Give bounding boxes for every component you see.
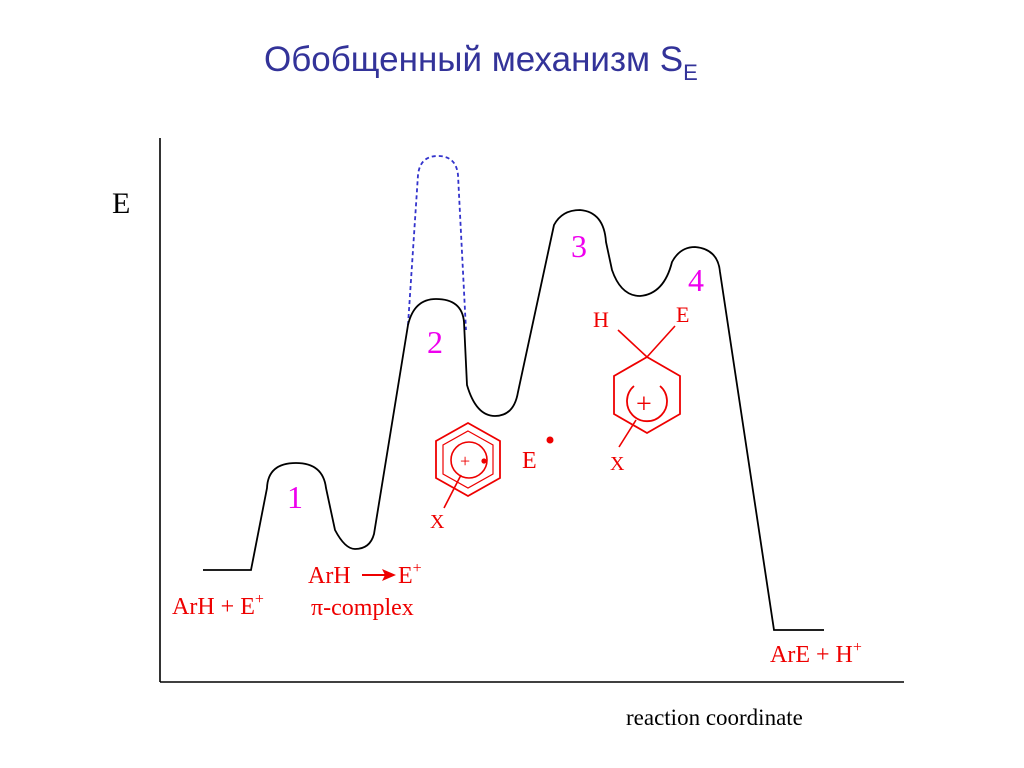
benzene-ring-outer [435,421,501,498]
x-axis-label: reaction coordinate [626,705,803,730]
products-label: ArE + H+ [770,639,862,668]
x-bond [618,419,637,448]
electrophile-radical-dot-icon [546,436,554,444]
substituent-bond [443,474,462,509]
radical-pair-electrophile: E [522,448,537,474]
ring-circle [450,441,488,479]
reactants-text: ArH + E [172,594,255,620]
h-bond [617,329,648,358]
products-text: ArE + H [770,642,853,668]
pi-symbol: π [311,595,323,621]
title-main: Обобщенный механизм S [264,40,683,79]
y-axis-label: E [112,187,130,220]
ts-label-2: 2 [427,324,443,360]
axes [159,138,904,683]
benzene-ring-inner [442,430,494,489]
slide-title: Обобщенный механизм SE [264,40,698,85]
delocalization-arc [626,385,668,423]
radical-dot-icon [481,458,487,464]
radical-pair-structure [435,421,554,509]
radical-pair-substituent: X [430,511,445,533]
ts-label-1: 1 [287,479,303,515]
ts-label-4: 4 [688,262,704,298]
radical-pair-charge: + [460,451,470,471]
ts-label-3: 3 [571,228,587,264]
sigma-complex-structure [613,325,681,448]
pi-complex-e: E+ [398,560,422,589]
sigma-complex-substituent: X [610,453,625,475]
products-superscript: + [853,639,862,656]
energy-profile [203,209,824,631]
cyclohexadienyl-ring [613,355,681,435]
pi-complex-e-superscript: + [413,560,422,577]
e-bond [646,325,676,358]
pi-complex-text: -complex [323,595,414,621]
pi-complex-label: π-complex [311,595,414,621]
pi-complex-e-text: E [398,563,413,589]
pi-complex-arh: ArH [308,563,351,589]
reactants-label: ArH + E+ [172,591,264,620]
sigma-complex-e: E [676,302,689,327]
title-subscript: E [683,60,698,85]
sigma-complex-charge: + [636,389,652,420]
arrow-icon [362,569,396,581]
reactants-superscript: + [255,591,264,608]
sigma-complex-h: H [593,307,609,332]
alternative-path [407,155,467,331]
